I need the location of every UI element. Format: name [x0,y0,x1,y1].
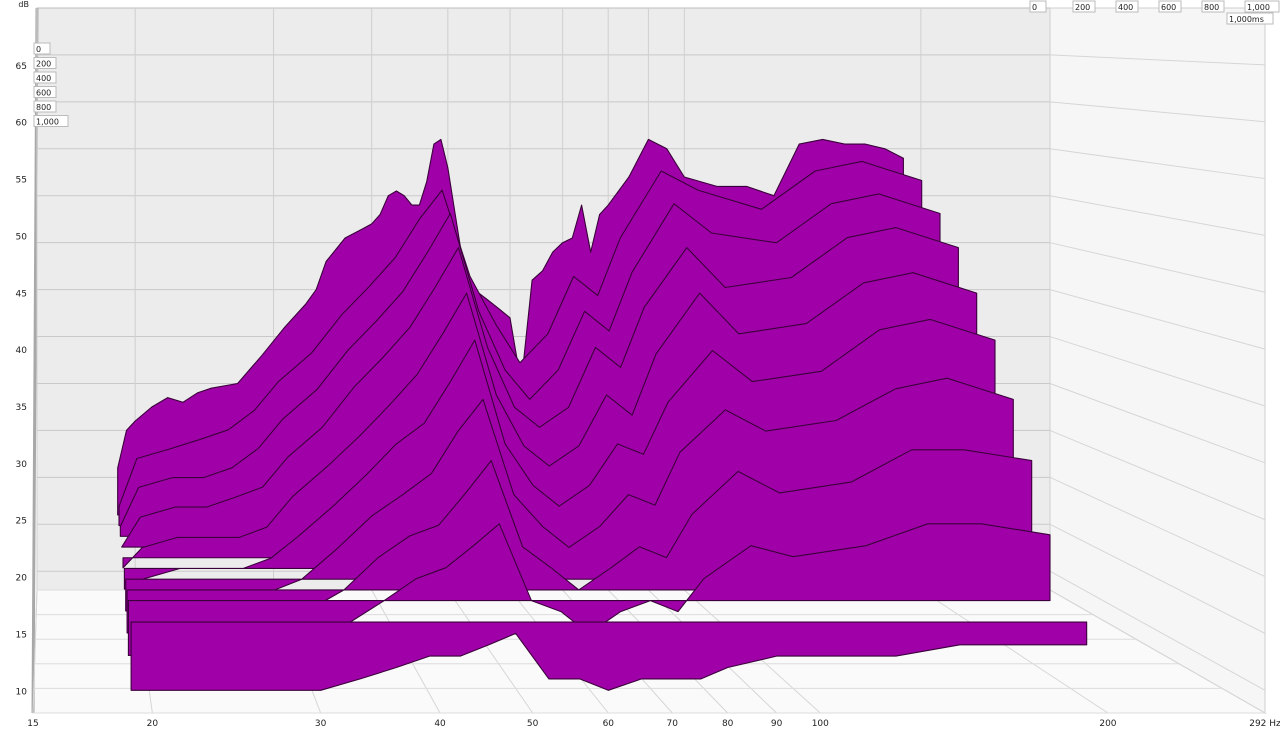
grid-line-y-side [1049,289,1266,350]
z-tick-label-right: 0 [1032,3,1037,12]
side-wall [1049,7,1266,714]
y-tick-label: 45 [16,289,27,299]
x-tick-label: 20 [147,719,159,729]
grid-line-y-side [1049,476,1266,578]
x-tick-label: 100 [812,719,829,729]
grid-line-y-side [1049,54,1266,66]
grid-line-y-side [1049,523,1266,634]
y-tick-label: 40 [16,346,28,356]
z-tick-label-right-box [1029,0,1047,13]
grid-line-x-floor [920,589,1109,714]
z-tick-label-left-box [33,86,57,98]
z-tick-label-right-box [1072,0,1096,13]
z-tick-label-right: 800 [1204,3,1219,12]
grid-line-y-side [1049,429,1266,521]
x-tick-label: 70 [667,719,679,729]
z-tick-label-left-box [33,115,69,127]
x-tick-label: 292 Hz [1249,719,1280,729]
grid-line-y-side [1049,195,1266,236]
grid-line-x-floor [32,589,38,714]
grid-line-x-floor [1049,589,1266,714]
z-tick-label-left: 0 [36,45,41,54]
z-tick-label-right-box [1244,0,1280,13]
grid-line-y-side [1049,148,1266,180]
z-tick-label-right-box [1115,0,1139,13]
grid-line-y-side [1049,242,1266,293]
y-tick-label: 30 [16,460,28,470]
grid-line-y-side [1049,336,1266,407]
y-tick-label: 20 [16,574,28,584]
x-tick-label: 30 [315,719,327,729]
y-tick-label: 60 [16,119,28,129]
z-tick-label-left: 200 [36,60,51,69]
y-tick-label: 55 [16,176,27,186]
z-tick-label-right-box [1201,0,1225,13]
z-tick-label-right: 1,000 [1247,3,1270,12]
z-max-label: 1,000ms [1229,15,1264,24]
series-layer [117,138,1088,691]
y-tick-label: 25 [16,517,27,527]
z-max-label-box [1226,12,1274,25]
grid-line-y-side [1049,570,1266,691]
waterfall-slice [130,621,1088,691]
z-tick-label-right: 400 [1118,3,1133,12]
z-tick-label-left: 400 [36,74,51,83]
x-tick-label: 60 [603,719,615,729]
z-tick-label-left: 600 [36,89,51,98]
y-tick-label: 35 [16,403,27,413]
z-tick-label-left: 800 [36,103,51,112]
y-tick-label: 10 [16,687,28,697]
x-tick-label: 50 [527,719,539,729]
x-tick-label: 90 [771,719,783,729]
z-tick-label-right-box [1158,0,1182,13]
z-tick-label-left-box [33,57,57,69]
y-tick-label: 50 [16,232,28,242]
z-tick-label-left-box [33,100,57,113]
grid-line-y-side [1049,383,1266,464]
y-tick-label: 65 [16,62,27,72]
x-tick-label: 80 [722,719,734,729]
y-axis-label: dB [18,0,29,9]
grid-line-x-floor [447,589,534,714]
z-tick-label-left: 1,000 [36,118,59,127]
z-tick-label-right: 600 [1161,3,1176,12]
z-tick-label-right: 200 [1075,3,1090,12]
x-tick-label: 40 [434,719,446,729]
x-tick-label: 200 [1099,719,1116,729]
x-tick-label: 15 [27,719,38,729]
z-tick-label-left-box [33,71,57,84]
tick-labels: 10 15 20 25 30 35 40 45 50 55 60 65 15 20 30 40 50 60 70 80… [16,0,1280,729]
z-tick-label-left-box [33,42,51,55]
y-tick-label: 15 [16,630,27,640]
grid-line-y-side [1049,101,1266,123]
